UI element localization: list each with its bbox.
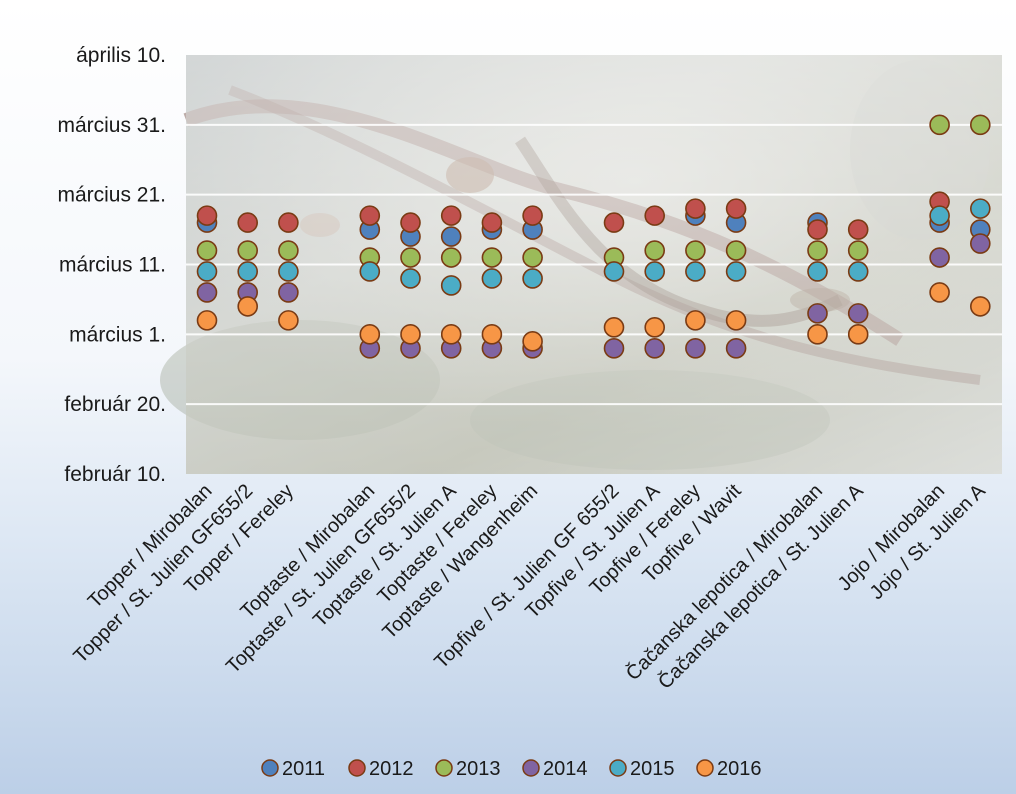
data-point-2012 (522, 205, 543, 226)
data-point-2016 (847, 324, 869, 345)
data-point-2011 (440, 226, 462, 247)
data-point-2016 (725, 310, 747, 331)
y-tick-label: március 21. (57, 184, 166, 207)
data-point-2015 (481, 268, 503, 289)
data-point-2012 (237, 212, 258, 233)
data-point-2013 (644, 240, 666, 261)
data-point-2014 (969, 233, 991, 254)
data-point-2016 (481, 324, 503, 345)
data-point-2013 (969, 114, 991, 136)
data-point-2016 (237, 296, 258, 317)
data-point-2016 (603, 317, 625, 338)
data-point-2012 (400, 212, 421, 233)
data-point-2015 (603, 261, 625, 282)
data-point-2014 (644, 337, 666, 359)
data-point-2012 (481, 212, 503, 233)
data-point-2016 (969, 296, 991, 317)
y-tick-label: február 20. (64, 393, 166, 416)
data-points (196, 114, 991, 359)
data-point-2015 (278, 261, 299, 282)
data-point-2012 (196, 205, 218, 226)
data-point-2016 (400, 324, 421, 345)
data-point-2013 (481, 247, 503, 268)
data-point-2016 (278, 310, 299, 331)
data-point-2012 (359, 205, 381, 226)
data-point-2015 (522, 268, 543, 289)
y-tick-label: március 31. (57, 114, 166, 137)
legend-marker-2013 (435, 759, 453, 777)
data-point-2015 (400, 268, 421, 289)
data-point-2016 (644, 317, 666, 338)
data-point-2016 (196, 310, 218, 331)
data-point-2015 (359, 261, 381, 282)
data-point-2012 (278, 212, 299, 233)
data-point-2012 (440, 205, 462, 226)
data-point-2014 (847, 303, 869, 324)
legend-label-2014: 2014 (543, 758, 588, 780)
data-point-2013 (400, 247, 421, 268)
legend-label-2013: 2013 (456, 758, 501, 780)
y-tick-label: március 11. (59, 254, 166, 277)
legend-marker-2016 (696, 759, 714, 777)
data-point-2013 (685, 240, 706, 261)
data-point-2016 (440, 324, 462, 345)
data-point-2014 (929, 247, 950, 268)
data-point-2014 (603, 337, 625, 359)
data-point-2015 (440, 275, 462, 296)
data-point-2015 (929, 205, 950, 226)
legend-marker-2014 (522, 759, 540, 777)
data-point-2012 (847, 219, 869, 240)
x-tick-label: Topper / St. Julien GF655/2 (70, 480, 258, 668)
data-point-2013 (847, 240, 869, 261)
data-point-2013 (440, 247, 462, 268)
legend-marker-2015 (609, 759, 627, 777)
data-point-2013 (725, 240, 747, 261)
data-point-2013 (237, 240, 258, 261)
legend-label-2015: 2015 (630, 758, 675, 780)
data-point-2016 (359, 324, 381, 345)
data-point-2016 (929, 282, 950, 303)
data-point-2015 (725, 261, 747, 282)
data-point-2014 (807, 303, 828, 324)
data-point-2014 (278, 282, 299, 303)
legend-marker-2012 (348, 759, 366, 777)
y-axis-tick-labels: április 10. március 31. március 21. március… (57, 44, 166, 486)
data-point-2012 (685, 198, 706, 219)
legend: 2011 2012 2013 2014 2015 2016 (261, 758, 762, 780)
legend-label-2011: 2011 (282, 758, 325, 780)
data-point-2015 (196, 261, 218, 282)
data-point-2015 (807, 261, 828, 282)
data-point-2015 (644, 261, 666, 282)
data-point-2012 (644, 205, 666, 226)
y-tick-label: február 10. (64, 463, 166, 486)
data-point-2012 (603, 212, 625, 233)
data-point-2013 (929, 114, 950, 136)
data-point-2016 (522, 331, 543, 352)
legend-marker-2011 (261, 759, 279, 777)
gridlines (186, 123, 1002, 406)
data-point-2013 (196, 240, 218, 261)
data-point-2014 (196, 282, 218, 303)
data-point-2016 (685, 310, 706, 331)
data-point-2012 (725, 198, 747, 219)
data-point-2015 (685, 261, 706, 282)
data-point-2013 (522, 247, 543, 268)
data-point-2013 (807, 240, 828, 261)
data-point-2015 (847, 261, 869, 282)
data-point-2015 (237, 261, 258, 282)
data-point-2013 (278, 240, 299, 261)
data-point-2016 (807, 324, 828, 345)
data-point-2014 (685, 337, 706, 359)
legend-label-2016: 2016 (717, 758, 762, 780)
y-tick-label: március 1. (69, 323, 166, 346)
y-tick-label: április 10. (76, 44, 166, 67)
data-point-2015 (969, 198, 991, 219)
data-point-2012 (807, 219, 828, 240)
data-point-2014 (725, 337, 747, 359)
legend-label-2012: 2012 (369, 758, 414, 780)
